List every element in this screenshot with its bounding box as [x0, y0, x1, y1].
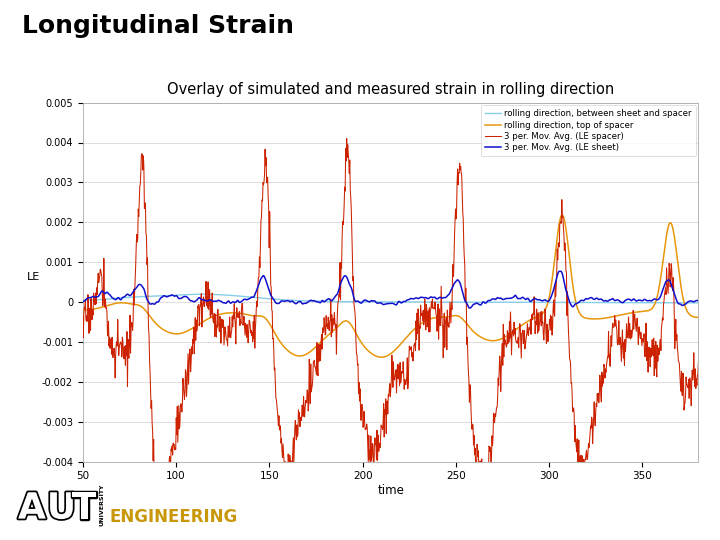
rolling direction, top of spacer	[286, 349, 294, 356]
rolling direction, top of spacer	[346, 320, 354, 326]
3 per. Mov. Avg. (LE spacer)	[416, 325, 425, 332]
rolling direction, top of spacer	[78, 307, 87, 313]
rolling direction, top of spacer	[377, 354, 385, 360]
Line: 3 per. Mov. Avg. (LE spacer): 3 per. Mov. Avg. (LE spacer)	[83, 139, 698, 510]
Legend: rolling direction, between sheet and spacer, rolling direction, top of spacer, 3: rolling direction, between sheet and spa…	[481, 105, 696, 156]
rolling direction, top of spacer	[182, 328, 191, 335]
Line: rolling direction, top of spacer: rolling direction, top of spacer	[83, 215, 698, 357]
3 per. Mov. Avg. (LE spacer)	[403, 355, 412, 361]
rolling direction, between sheet and spacer	[287, 297, 295, 303]
rolling direction, top of spacer	[415, 321, 424, 328]
rolling direction, between sheet and spacer	[160, 293, 168, 299]
3 per. Mov. Avg. (LE sheet)	[286, 299, 294, 305]
3 per. Mov. Avg. (LE spacer)	[343, 136, 351, 142]
Text: ENGINEERING: ENGINEERING	[109, 508, 238, 525]
rolling direction, between sheet and spacer	[199, 291, 207, 298]
3 per. Mov. Avg. (LE spacer)	[155, 507, 163, 514]
3 per. Mov. Avg. (LE spacer)	[161, 484, 169, 491]
rolling direction, top of spacer	[694, 314, 703, 321]
rolling direction, between sheet and spacer	[78, 297, 87, 303]
3 per. Mov. Avg. (LE spacer)	[78, 313, 87, 320]
rolling direction, between sheet and spacer	[694, 300, 703, 306]
3 per. Mov. Avg. (LE spacer)	[346, 195, 355, 201]
Text: UNIVERSITY: UNIVERSITY	[99, 483, 104, 525]
rolling direction, top of spacer	[402, 334, 411, 340]
Text: U: U	[47, 491, 76, 525]
3 per. Mov. Avg. (LE spacer)	[183, 382, 192, 389]
Text: T: T	[72, 491, 96, 525]
rolling direction, between sheet and spacer	[182, 292, 191, 298]
Text: A: A	[18, 491, 46, 525]
3 per. Mov. Avg. (LE sheet)	[78, 298, 87, 305]
Text: Longitudinal Strain: Longitudinal Strain	[22, 14, 294, 37]
3 per. Mov. Avg. (LE sheet)	[182, 293, 191, 300]
3 per. Mov. Avg. (LE sheet)	[346, 282, 354, 288]
3 per. Mov. Avg. (LE sheet)	[402, 298, 410, 304]
3 per. Mov. Avg. (LE sheet)	[555, 268, 564, 274]
Title: Overlay of simulated and measured strain in rolling direction: Overlay of simulated and measured strain…	[167, 82, 614, 97]
3 per. Mov. Avg. (LE sheet)	[415, 295, 423, 301]
Line: 3 per. Mov. Avg. (LE sheet): 3 per. Mov. Avg. (LE sheet)	[83, 271, 698, 308]
Y-axis label: LE: LE	[27, 272, 40, 282]
Line: rolling direction, between sheet and spacer: rolling direction, between sheet and spa…	[83, 294, 698, 303]
rolling direction, top of spacer	[160, 327, 168, 334]
3 per. Mov. Avg. (LE spacer)	[287, 469, 295, 476]
3 per. Mov. Avg. (LE spacer)	[694, 359, 703, 365]
X-axis label: time: time	[377, 484, 404, 497]
rolling direction, top of spacer	[558, 212, 567, 218]
rolling direction, between sheet and spacer	[402, 299, 411, 305]
3 per. Mov. Avg. (LE sheet)	[694, 298, 703, 304]
3 per. Mov. Avg. (LE sheet)	[160, 293, 168, 299]
rolling direction, between sheet and spacer	[415, 299, 424, 305]
rolling direction, between sheet and spacer	[346, 299, 355, 305]
3 per. Mov. Avg. (LE sheet)	[466, 305, 474, 311]
